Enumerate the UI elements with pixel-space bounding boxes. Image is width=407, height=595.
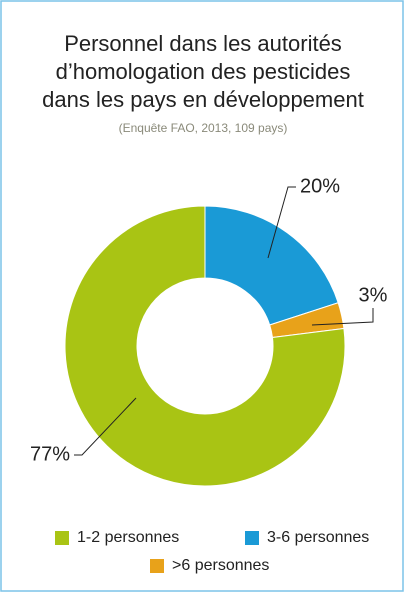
chart-subtitle: (Enquête FAO, 2013, 109 pays) — [119, 121, 288, 135]
data-label: 20% — [300, 175, 340, 197]
donut-slice — [64, 205, 346, 487]
chart-title: d’homologation des pesticides — [56, 59, 351, 84]
leader-line — [74, 397, 137, 456]
legend-label: 3-6 personnes — [267, 529, 369, 546]
legend-label: >6 personnes — [172, 557, 269, 574]
donut-slice — [204, 205, 339, 326]
legend-swatch — [245, 531, 259, 545]
data-label: 77% — [30, 443, 70, 465]
chart-title: Personnel dans les autorités — [64, 31, 342, 56]
leader-line — [311, 308, 374, 326]
legend-swatch — [55, 531, 69, 545]
legend-label: 1-2 personnes — [77, 529, 179, 546]
legend-swatch — [150, 559, 164, 573]
leader-line — [267, 186, 296, 259]
data-label: 3% — [359, 284, 388, 306]
chart-title: dans les pays en développement — [42, 87, 364, 112]
